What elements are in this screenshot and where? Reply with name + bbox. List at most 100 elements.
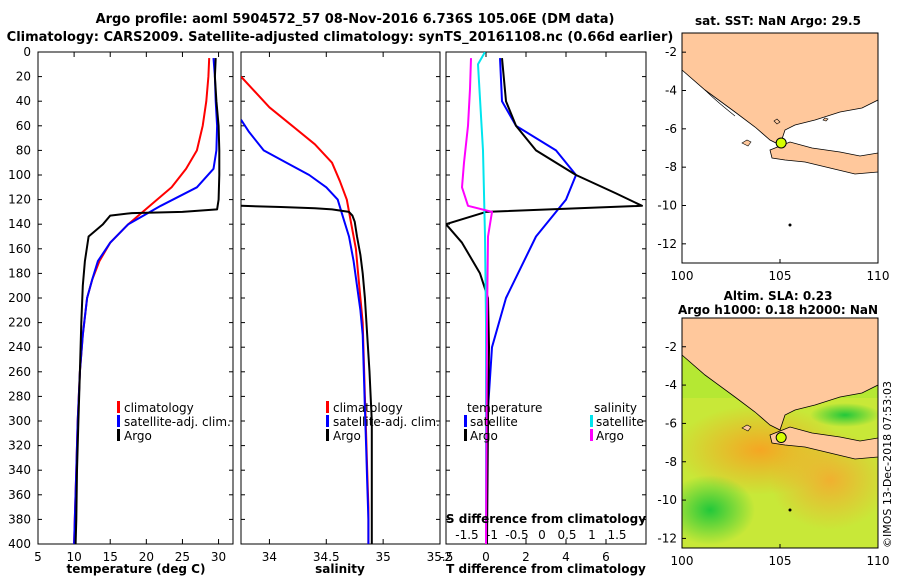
s-difference-axis-label: S difference from climatology	[446, 512, 646, 526]
series-line-argo	[74, 58, 221, 544]
temperature-axis-label: temperature (deg C)	[67, 562, 206, 576]
map-y-tick-label: -10	[657, 199, 677, 213]
depth-tick-label: 380	[8, 512, 31, 526]
legend-label-t-argo: Argo	[470, 429, 498, 443]
map-y-tick-label: -4	[665, 378, 677, 392]
depth-tick-label: 120	[8, 193, 31, 207]
x-tick-label: -2	[440, 550, 452, 564]
salinity-x-axis: 34 34.5 35 35.5	[241, 51, 454, 564]
x-tick-label: 4	[562, 550, 570, 564]
depth-tick-label: 60	[16, 119, 31, 133]
depth-tick-label: 160	[8, 242, 31, 256]
legend-label-argo: Argo	[333, 429, 361, 443]
legend-swatch-climatology	[326, 401, 329, 413]
s-diff-tick-label: 1	[588, 528, 596, 542]
map-x-tick-label: 110	[867, 269, 890, 283]
java-land	[769, 426, 878, 460]
series-line-climatology	[73, 58, 211, 544]
difference-panel-frame	[445, 51, 647, 545]
map-x-tick-label: 100	[671, 269, 694, 283]
depth-tick-label: 400	[8, 537, 31, 551]
sst-map-axes: 100 105 110 -2 -4 -6 -8 -10 -12	[657, 45, 889, 283]
x-tick-label: 6	[602, 550, 610, 564]
map-y-tick-label: -10	[657, 493, 677, 507]
sst-map	[682, 33, 878, 263]
island	[773, 118, 781, 125]
depth-tick-label: 320	[8, 439, 31, 453]
map-x-tick-label: 100	[671, 554, 694, 568]
difference-legend: temperature satellite Argo salinity sate…	[464, 401, 644, 443]
legend-swatch-argo	[117, 429, 120, 441]
sla-green-patch	[810, 403, 878, 427]
legend-label-argo: Argo	[124, 429, 152, 443]
title-line-1: Argo profile: aoml 5904572_57 08-Nov-201…	[96, 12, 615, 27]
sla-map-title-2: Argo h1000: 0.18 h2000: NaN	[678, 303, 878, 317]
island	[741, 424, 752, 432]
float-position-marker	[775, 432, 787, 444]
x-tick-label: 10	[66, 550, 81, 564]
x-tick-label: 0	[482, 550, 490, 564]
legend-swatch-climatology	[117, 401, 120, 413]
s-diff-tick-label: 0.5	[557, 528, 576, 542]
series-line-s-argo	[461, 58, 493, 544]
difference-x-axis: -2 0 2 4 6	[440, 51, 646, 564]
depth-tick-label: 40	[16, 94, 31, 108]
sla-map-axes: 100 105 110 -2 -4 -6 -8 -10 -12	[657, 340, 889, 568]
depth-tick-label: 20	[16, 70, 31, 84]
temperature-panel-frame	[37, 51, 234, 545]
island	[788, 223, 792, 227]
map-y-tick-label: -12	[657, 237, 677, 251]
imos-credit: ©IMOS 13-Dec-2018 07:53:03	[881, 381, 894, 548]
depth-tick-label: 300	[8, 414, 31, 428]
depth-tick-label: 360	[8, 488, 31, 502]
depth-tick-label: 200	[8, 291, 31, 305]
legend-swatch-s-satellite	[590, 415, 593, 427]
legend-label-t-satellite: satellite	[470, 415, 518, 429]
series-line-satellite-adj-clim-	[73, 58, 219, 544]
depth-tick-label: 220	[8, 316, 31, 330]
legend-label-s-satellite: satellite	[596, 415, 644, 429]
salinity-panel-frame	[240, 51, 441, 545]
x-tick-label: 30	[211, 550, 226, 564]
depth-tick-label: 100	[8, 168, 31, 182]
map-x-tick-label: 105	[769, 554, 792, 568]
depth-tick-label: 260	[8, 365, 31, 379]
title-line-2: Climatology: CARS2009. Satellite-adjuste…	[7, 30, 674, 45]
map-y-tick-label: -6	[665, 416, 677, 430]
legend-label-satellite: satellite-adj. clim.	[124, 415, 231, 429]
salinity-difference-axis: -1.5 -1 -0.5 0 0.5 1 1.5	[455, 528, 626, 542]
s-diff-tick-label: -0.5	[505, 528, 528, 542]
depth-tick-label: 180	[8, 266, 31, 280]
x-tick-label: 2	[522, 550, 530, 564]
salinity-series	[241, 75, 373, 544]
map-y-tick-label: -2	[665, 45, 677, 59]
series-line-t-argo	[446, 58, 643, 544]
depth-tick-label: 80	[16, 143, 31, 157]
depth-tick-label: 0	[23, 45, 31, 59]
x-tick-label: 25	[175, 550, 190, 564]
legend-swatch-satellite	[117, 415, 120, 427]
map-y-tick-label: -8	[665, 160, 677, 174]
depth-axis: 0 20 40 60 80 100 120 140 160 180 200 220 240 260 280 3…	[8, 45, 31, 551]
legend-heading-temperature: temperature	[467, 401, 542, 415]
x-tick-label: 20	[139, 550, 154, 564]
sst-map-title: sat. SST: NaN Argo: 29.5	[695, 14, 861, 28]
depth-tick-label: 340	[8, 463, 31, 477]
island	[788, 508, 792, 512]
float-position-marker	[775, 137, 787, 149]
legend-swatch-s-argo	[590, 429, 593, 441]
series-line-argo	[241, 204, 373, 544]
depth-tick-label: 240	[8, 340, 31, 354]
island	[741, 139, 752, 147]
salinity-axis-label: salinity	[315, 562, 365, 576]
x-tick-label: 15	[103, 550, 118, 564]
sla-map	[682, 318, 878, 548]
x-tick-label: 35.5	[427, 550, 454, 564]
java-land	[769, 141, 878, 175]
s-diff-tick-label: 1.5	[607, 528, 626, 542]
sumatra-land	[682, 318, 878, 431]
legend-label-climatology: climatology	[333, 401, 403, 415]
legend-swatch-t-satellite	[464, 415, 467, 427]
x-tick-label: 34.5	[313, 550, 340, 564]
